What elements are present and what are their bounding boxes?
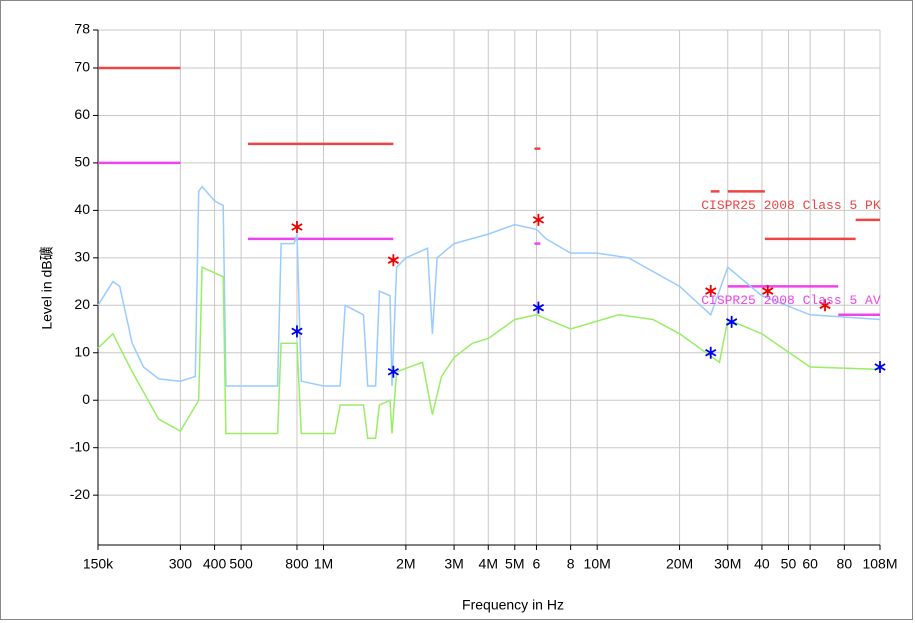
x-tick-label: 60 <box>802 556 818 572</box>
x-tick-label: 300 <box>169 556 193 572</box>
y-tick-label: 50 <box>74 154 90 170</box>
marker <box>705 285 717 298</box>
x-tick-label: 50 <box>781 556 797 572</box>
marker <box>874 361 886 374</box>
marker <box>819 299 831 312</box>
x-tick-label: 2M <box>396 556 415 572</box>
y-tick-label: 40 <box>74 201 90 217</box>
y-tick-label: 78 <box>74 21 90 37</box>
y-tick-label: -20 <box>70 486 90 502</box>
annotation: CISPR25 2008 Class 5 AV <box>701 293 881 308</box>
trace <box>97 185 881 387</box>
marker <box>291 325 303 338</box>
x-tick-label: 150k <box>83 556 114 572</box>
x-tick-label: 3M <box>444 556 463 572</box>
x-tick-label: 10M <box>584 556 611 572</box>
x-tick-label: 40 <box>754 556 770 572</box>
marker <box>291 220 303 233</box>
x-tick-label: 8 <box>567 556 575 572</box>
marker <box>726 315 738 328</box>
marker <box>532 213 545 226</box>
y-tick-label: 30 <box>74 249 90 265</box>
marker <box>762 285 774 298</box>
marker <box>387 365 399 378</box>
x-tick-label: 80 <box>837 556 853 572</box>
x-tick-label: 800 <box>285 556 309 572</box>
y-tick-label: 70 <box>74 59 90 75</box>
x-tick-label: 108M <box>862 556 897 572</box>
marker <box>705 346 717 359</box>
x-tick-label: 400 <box>203 556 227 572</box>
y-tick-label: 60 <box>74 106 90 122</box>
trace <box>97 266 881 439</box>
marker <box>532 301 545 314</box>
x-tick-label: 30M <box>714 556 741 572</box>
y-tick-label: -10 <box>70 438 90 454</box>
x-tick-label: 6 <box>533 556 541 572</box>
x-tick-label: 500 <box>229 556 253 572</box>
x-tick-label: 5M <box>505 556 524 572</box>
y-axis-label: Level in dB礦 <box>39 246 55 329</box>
y-tick-label: 10 <box>74 343 90 359</box>
y-tick-label: 0 <box>82 391 90 407</box>
marker <box>387 254 399 267</box>
x-tick-label: 1M <box>314 556 333 572</box>
x-tick-label: 20M <box>666 556 693 572</box>
y-tick-label: 20 <box>74 296 90 312</box>
annotation: CISPR25 2008 Class 5 PK <box>701 198 881 213</box>
x-tick-label: 4M <box>479 556 498 572</box>
x-axis-label: Frequency in Hz <box>462 597 564 613</box>
